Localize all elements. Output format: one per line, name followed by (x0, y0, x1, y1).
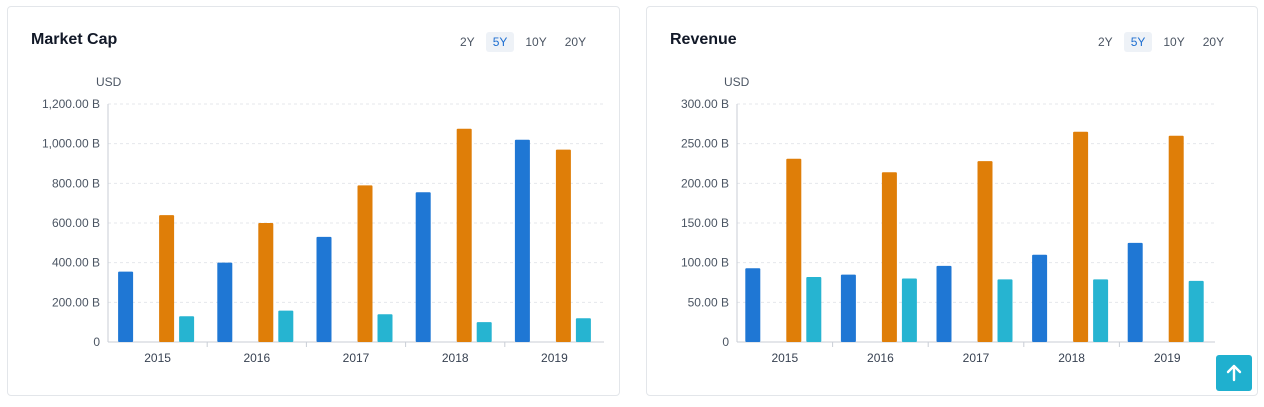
x-tick-label: 2019 (1154, 351, 1181, 365)
x-tick-label: 2016 (243, 351, 270, 365)
y-tick-label: 400.00 B (52, 256, 100, 270)
x-tick-label: 2018 (1058, 351, 1085, 365)
y-tick-label: 0 (93, 335, 100, 349)
bar-series3-2018[interactable] (477, 322, 492, 342)
y-tick-label: 300.00 B (681, 97, 729, 111)
x-tick-label: 2019 (541, 351, 568, 365)
bar-series1-2015[interactable] (745, 268, 760, 342)
x-tick-label: 2015 (771, 351, 798, 365)
bar-series1-2018[interactable] (1032, 255, 1047, 342)
x-tick-label: 2017 (343, 351, 370, 365)
bar-series2-2016[interactable] (882, 172, 897, 342)
bar-series2-2019[interactable] (1169, 136, 1184, 342)
bar-series2-2018[interactable] (457, 129, 472, 342)
bar-series3-2017[interactable] (378, 314, 393, 342)
bar-series2-2015[interactable] (159, 215, 174, 342)
bar-series2-2016[interactable] (258, 223, 273, 342)
bar-series2-2017[interactable] (358, 185, 373, 342)
bar-series1-2019[interactable] (1128, 243, 1143, 342)
bar-series1-2017[interactable] (937, 266, 952, 342)
y-tick-label: 200.00 B (52, 295, 100, 309)
y-tick-label: 600.00 B (52, 216, 100, 230)
y-tick-label: 1,200.00 B (42, 97, 100, 111)
x-tick-label: 2017 (963, 351, 990, 365)
bar-series1-2017[interactable] (317, 237, 332, 342)
revenue-chart: USD 0 50.00 B 100.00 B 150.00 B 200.00 B 250.0… (647, 7, 1259, 397)
x-tick-label: 2016 (867, 351, 894, 365)
y-tick-label: 200.00 B (681, 176, 729, 190)
y-tick-label: 1,000.00 B (42, 137, 100, 151)
bar-series1-2019[interactable] (515, 140, 530, 342)
bar-series2-2019[interactable] (556, 150, 571, 342)
y-tick-label: 800.00 B (52, 176, 100, 190)
bar-series2-2018[interactable] (1073, 132, 1088, 342)
y-tick-label: 0 (722, 335, 729, 349)
bar-series2-2015[interactable] (786, 159, 801, 342)
y-tick-label: 50.00 B (688, 295, 729, 309)
bar-series3-2015[interactable] (179, 316, 194, 342)
arrow-up-icon (1225, 364, 1243, 382)
bar-series2-2017[interactable] (978, 161, 993, 342)
bar-series3-2018[interactable] (1093, 279, 1108, 342)
revenue-card: Revenue 2Y 5Y 10Y 20Y USD050.00 B100.00 … (646, 6, 1258, 396)
y-tick-label: 150.00 B (681, 216, 729, 230)
bar-series3-2019[interactable] (576, 318, 591, 342)
bar-series3-2019[interactable] (1189, 281, 1204, 342)
market-cap-chart: USD 0 200.00 B 400.00 B 600.00 B 800.00 B 1,00… (8, 7, 621, 397)
y-unit-label: USD (96, 75, 122, 89)
bar-series3-2016[interactable] (278, 311, 293, 342)
scroll-to-top-button[interactable] (1216, 355, 1252, 391)
bar-series3-2015[interactable] (806, 277, 821, 342)
bar-series1-2016[interactable] (217, 263, 232, 342)
bar-series3-2017[interactable] (998, 279, 1013, 342)
market-cap-card: Market Cap 2Y 5Y 10Y 20Y USD0200.00 B400… (7, 6, 620, 396)
y-tick-label: 250.00 B (681, 137, 729, 151)
bar-series3-2016[interactable] (902, 279, 917, 342)
x-tick-label: 2018 (442, 351, 469, 365)
y-unit-label: USD (724, 75, 750, 89)
x-tick-label: 2015 (144, 351, 171, 365)
bar-series1-2015[interactable] (118, 272, 133, 342)
y-tick-label: 100.00 B (681, 256, 729, 270)
bar-series1-2016[interactable] (841, 275, 856, 342)
bar-series1-2018[interactable] (416, 192, 431, 342)
